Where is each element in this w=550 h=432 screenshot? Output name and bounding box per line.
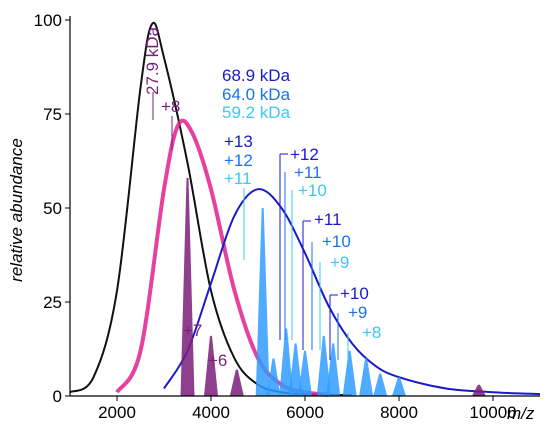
charge-label-plus10-c: +10 [340, 284, 369, 303]
spectrum-peak [342, 350, 357, 396]
y-tick-label: 25 [43, 293, 62, 312]
y-tick-label: 50 [43, 199, 62, 218]
charge-label-plus8-purple: +8 [161, 97, 180, 116]
y-tick-label: 100 [34, 11, 62, 30]
x-tick-label: 8000 [380, 403, 418, 422]
y-ticks: 0 25 50 75 100 [34, 11, 70, 406]
charge-label-plus11-a: +11 [224, 169, 252, 188]
mass-label-27-9: 27.9 kDa [143, 26, 162, 95]
x-tick-label: 2000 [98, 403, 136, 422]
y-tick-label: 75 [43, 105, 62, 124]
spectrum-peak [373, 373, 388, 396]
y-axis-title: relative abundance [7, 138, 26, 282]
mass-label-68-9: 68.9 kDa [222, 66, 291, 85]
charge-label-plus9-b: +9 [348, 303, 367, 322]
series-layer [69, 21, 541, 397]
mass-label-59-2: 59.2 kDa [222, 103, 291, 122]
spectrum-peak [255, 208, 270, 396]
spectrum-peak [288, 343, 303, 396]
spectrum-peak [204, 335, 218, 396]
charge-label-plus10-b: +10 [322, 232, 351, 251]
spectrum-peak [359, 358, 374, 396]
spectrum-peak [392, 377, 406, 396]
charge-label-plus11-c: +11 [314, 210, 342, 229]
x-ticks: 2000 4000 6000 8000 10000 [98, 396, 517, 422]
charge-label-plus12-b: +12 [290, 145, 319, 164]
spectrum-peak [316, 335, 331, 396]
spectrum-peak [180, 177, 195, 396]
spectrum-peak [279, 328, 294, 396]
peaks-layer [180, 177, 486, 396]
charge-label-plus6-purple: +6 [208, 351, 227, 370]
spectrum-peak [298, 350, 312, 396]
x-axis-title: m/z [507, 404, 535, 423]
spectrum-series-line-3 [163, 188, 541, 396]
spectrum-peak [471, 384, 486, 396]
x-tick-label: 4000 [192, 403, 230, 422]
y-tick-label: 0 [53, 387, 62, 406]
charge-label-plus12-a: +12 [224, 151, 253, 170]
spectrum-peak [326, 343, 341, 396]
charge-label-plus9-a: +9 [330, 253, 349, 272]
mass-label-64-0: 64.0 kDa [222, 85, 291, 104]
annotation-leader-lines [152, 92, 349, 360]
charge-label-plus10-a: +10 [298, 181, 327, 200]
axes [69, 16, 540, 397]
charge-label-plus13: +13 [224, 132, 253, 151]
charge-label-plus11-b: +11 [294, 163, 322, 182]
spectrum-peak [266, 358, 281, 396]
x-tick-label: 10000 [469, 403, 516, 422]
charge-label-plus8-cyan: +8 [362, 323, 381, 342]
spectrum-peak [229, 369, 244, 396]
x-tick-label: 6000 [286, 403, 324, 422]
charge-label-plus7-purple: +7 [183, 321, 202, 340]
